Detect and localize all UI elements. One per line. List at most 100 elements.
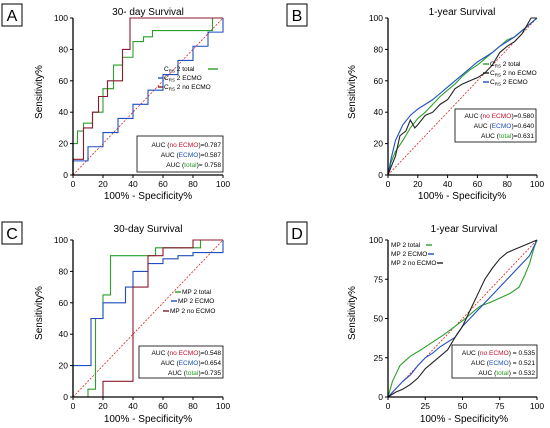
panel-a-x-tick-label: 100 [216,179,230,189]
panel-d-series-layer: 00 25 25 50 50 75 75 100 100 [369,235,545,411]
panel-a-plot-area: 00 20 20 40 40 60 60 80 80 100 100 [54,13,231,189]
panel-b-legend-noecmo: CRS 2 no ECMO [490,70,537,78]
panel-d-ylabel: Sensitivity% [347,286,358,340]
panel-d-xlabel: 100% - Specificity% [420,414,508,425]
panel-b-xlabel: 100% - Specificity% [418,191,506,202]
panel-a-x-tick-label: 40 [128,179,138,189]
panel-c-legend-ecmo: MP 2 ECMO [178,298,214,305]
panel-d-legend-ecmo: MP 2 ECMO [391,251,427,258]
panel-b-y-tick-label: 0 [378,170,383,180]
panel-a-y-tick-label: 100 [54,13,68,23]
panel-a-x-tick-label: 0 [71,179,76,189]
panel-a-x-tick-label: 20 [98,179,108,189]
panel-a-title: 30- day Survival [112,7,184,18]
panel-d: D 1-year Survival Sensitivity% 100% - Sp… [286,221,545,425]
panel-d-title: 1-year Survival [431,224,498,235]
panel-b-letter: B [292,8,303,25]
panel-b-auc-noecmo: AUC (no ECMO)=0.580 [465,113,535,120]
panel-d-auc-total: AUC (total) = 0.532 [478,370,535,377]
panel-b-series-ecmo [387,17,538,176]
panel-d-legend: MP 2 total MP 2 ECMO MP 2 no ECMO [391,242,443,267]
panel-a-y-tick-label: 40 [59,107,69,117]
panel-b-legend: CRS 2 total CRS 2 no ECMO CRS 2 ECMO [483,61,537,87]
panel-c-plot-area: 00 20 20 40 40 60 60 80 80 100 100 [54,235,231,411]
panel-d-x-tick-label: 0 [386,401,391,411]
panel-c-auc-noecmo: AUC (no ECMO)=0.548 [152,350,222,357]
panel-d-letter: D [291,226,303,243]
panel-a-auc-ecmo: AUC (ECMO)=0.587 [161,152,222,159]
panel-d-auc-ecmo: AUC (ECMO) = 0.521 [471,360,535,367]
panel-c-y-tick-label: 100 [54,235,68,245]
panel-c-x-tick-label: 40 [128,401,138,411]
panel-b-legend-total: CRS 2 total [490,61,521,69]
panel-a-x-tick-label: 60 [158,179,168,189]
panel-c-legend-noecmo: MP 2 no ECMO [170,308,215,315]
panel-c-auc-box: AUC (no ECMO)=0.548 AUC (ECMO)=0.654 AUC… [138,345,224,379]
panel-c-legend-total: MP 2 total [182,289,212,296]
panel-b-y-tick-label: 20 [374,139,384,149]
panel-c-x-tick-label: 100 [216,401,230,411]
panel-b-y-tick-label: 100 [369,13,383,23]
panel-b-legend-ecmo: CRS 2 ECMO [490,79,528,87]
panel-a-y-tick-label: 60 [59,76,69,86]
panel-c: C 30-day Survival Sensitivity% 100% - Sp… [1,221,231,425]
panel-b-y-tick-label: 40 [374,107,384,117]
panel-b-auc-box: AUC (no ECMO)=0.580 AUC (ECMO)=0.640 AUC… [454,108,537,143]
panel-c-x-tick-label: 60 [158,401,168,411]
panel-d-reference-line [387,239,538,398]
panel-d-series-total [387,239,538,398]
panel-b-plot-area: 00 20 20 40 40 60 60 80 80 100 100 [369,13,545,189]
panel-a-legend: CRS 2 total CRS 2 ECMO CRS 2 no ECMO [158,66,218,92]
panel-d-series-no-ecmo [387,239,538,398]
panel-d-x-tick-label: 100 [530,401,544,411]
panel-b-x-tick-label: 60 [473,179,483,189]
panel-b-y-tick-label: 80 [374,44,384,54]
panel-d-auc-noecmo: AUC (no ECMO) = 0.535 [462,350,535,357]
panel-c-y-tick-label: 0 [63,392,68,402]
panel-c-series-layer: 00 20 20 40 40 60 60 80 80 100 100 [54,235,231,411]
panel-a-y-tick-label: 20 [59,139,69,149]
panel-b-x-tick-label: 0 [386,179,391,189]
panel-d-auc-frame [451,344,538,379]
panel-c-letter: C [6,226,18,243]
panel-c-series-ecmo [72,240,224,397]
panel-a-y-tick-label: 80 [59,44,69,54]
panel-a-ylabel: Sensitivity% [34,65,45,119]
panel-b-x-tick-label: 40 [443,179,453,189]
panel-a-x-tick-label: 80 [188,179,198,189]
panel-a-series-layer: 00 20 20 40 40 60 60 80 80 100 100 [54,13,231,189]
panel-c-series-no-ecmo [73,239,223,398]
panel-d-plot-area: 00 25 25 50 50 75 75 100 100 [369,235,545,411]
panel-c-auc-frame [138,345,224,379]
panel-c-auc-total: AUC (total)=0.735 [168,370,221,377]
panel-b-series-total [387,17,538,176]
panel-c-legend: MP 2 total MP 2 ECMO MP 2 no ECMO [163,289,215,315]
panel-c-auc-ecmo: AUC (ECMO)=0.654 [161,360,222,367]
panel-a-letter-box [1,3,23,27]
panel-d-y-tick-label: 0 [378,392,383,402]
panel-a-auc-noecmo: AUC (no ECMO)=0.787 [152,142,222,149]
panel-c-x-tick-label: 80 [188,401,198,411]
panel-a-legend-ecmo: CRS 2 ECMO [164,75,202,83]
panel-b-ylabel: Sensitivity% [347,65,358,119]
panel-d-x-tick-label: 25 [421,401,431,411]
panel-c-xlabel: 100% - Specificity% [104,414,192,425]
panel-b-auc-ecmo: AUC (ECMO)=0.640 [474,123,535,130]
panel-b-series-layer: 00 20 20 40 40 60 60 80 80 100 100 [369,13,545,189]
panel-c-title: 30-day Survival [114,224,183,235]
panel-b-series-no-ecmo [387,17,537,176]
panel-a-legend-total: CRS 2 total [164,66,195,74]
panel-c-y-tick-label: 40 [59,329,69,339]
panel-c-y-tick-label: 20 [59,361,69,371]
panel-a-auc-frame [136,135,224,173]
panel-a-series-total [72,17,223,175]
panel-a-auc-total: AUC (total)= 0.758 [166,162,221,169]
panel-d-x-tick-label: 75 [495,401,505,411]
panel-b-reference-line [387,17,538,176]
panel-d-auc-box: AUC (no ECMO) = 0.535 AUC (ECMO) = 0.521… [451,344,538,379]
panel-a-series-ecmo [72,18,224,175]
panel-c-ylabel: Sensitivity% [34,286,45,340]
panel-b-x-tick-label: 100 [530,179,544,189]
panel-d-x-tick-label: 50 [458,401,468,411]
